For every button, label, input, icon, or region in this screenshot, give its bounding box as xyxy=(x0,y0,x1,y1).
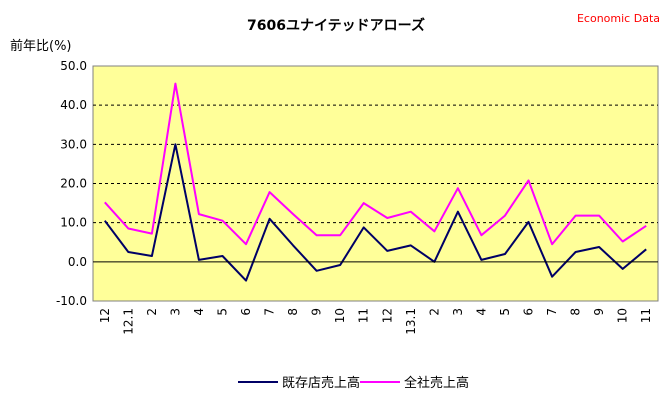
x-tick-label: 12 xyxy=(98,308,112,323)
legend-label-company-total: 全社売上高 xyxy=(404,375,469,391)
x-tick-label: 9 xyxy=(310,308,324,316)
y-tick-label: 0.0 xyxy=(68,255,87,269)
x-tick-label: 8 xyxy=(286,308,300,316)
x-tick-label: 8 xyxy=(569,308,583,316)
grid-lines xyxy=(93,104,658,224)
x-tick-label: 9 xyxy=(592,308,606,316)
x-tick-label: 4 xyxy=(474,308,488,316)
x-tick-label: 12.1 xyxy=(121,308,135,335)
x-tick-label: 13.1 xyxy=(404,308,418,335)
legend-label-existing-store: 既存店売上高 xyxy=(282,375,360,391)
x-tick-label: 5 xyxy=(215,308,229,316)
y-tick-label: 10.0 xyxy=(60,216,87,230)
x-tick-label: 6 xyxy=(239,308,253,316)
series-line-0 xyxy=(104,143,647,282)
series-lines xyxy=(104,82,647,282)
x-tick-label: 5 xyxy=(498,308,512,316)
x-tick-label: 2 xyxy=(427,308,441,316)
x-tick-label: 3 xyxy=(168,308,182,316)
x-tick-label: 12 xyxy=(380,308,394,323)
x-tick-label: 3 xyxy=(451,308,465,316)
y-tick-labels: 50.0 40.0 30.0 20.0 10.0 0.0 -10.0 xyxy=(56,59,87,308)
x-tick-label: 6 xyxy=(522,308,536,316)
chart-title: 7606ユナイテッドアローズ xyxy=(247,17,425,34)
legend: 既存店売上高 全社売上高 xyxy=(238,375,469,391)
y-tick-label: 50.0 xyxy=(60,59,87,73)
y-tick-label: 30.0 xyxy=(60,137,87,151)
x-tick-label: 10 xyxy=(333,308,347,323)
x-tick-label: 7 xyxy=(263,308,277,316)
y-tick-label: 20.0 xyxy=(60,177,87,191)
x-tick-label: 7 xyxy=(545,308,559,316)
y-tick-label: -10.0 xyxy=(56,294,87,308)
series-line-1 xyxy=(104,82,647,246)
x-tick-label: 10 xyxy=(616,308,630,323)
x-tick-label: 2 xyxy=(145,308,159,316)
y-tick-label: 40.0 xyxy=(60,98,87,112)
x-tick-label: 11 xyxy=(357,308,371,323)
y-axis-label: 前年比(%) xyxy=(10,38,72,54)
x-tick-labels: 12 12.1 2 3 4 5 6 7 8 9 10 11 12 13.1 2 3 4 5 6 7 8 9 10 11 xyxy=(98,308,653,335)
x-tick-label: 11 xyxy=(639,308,653,323)
source-label: Economic Data xyxy=(577,12,660,25)
x-tick-label: 4 xyxy=(192,308,206,316)
